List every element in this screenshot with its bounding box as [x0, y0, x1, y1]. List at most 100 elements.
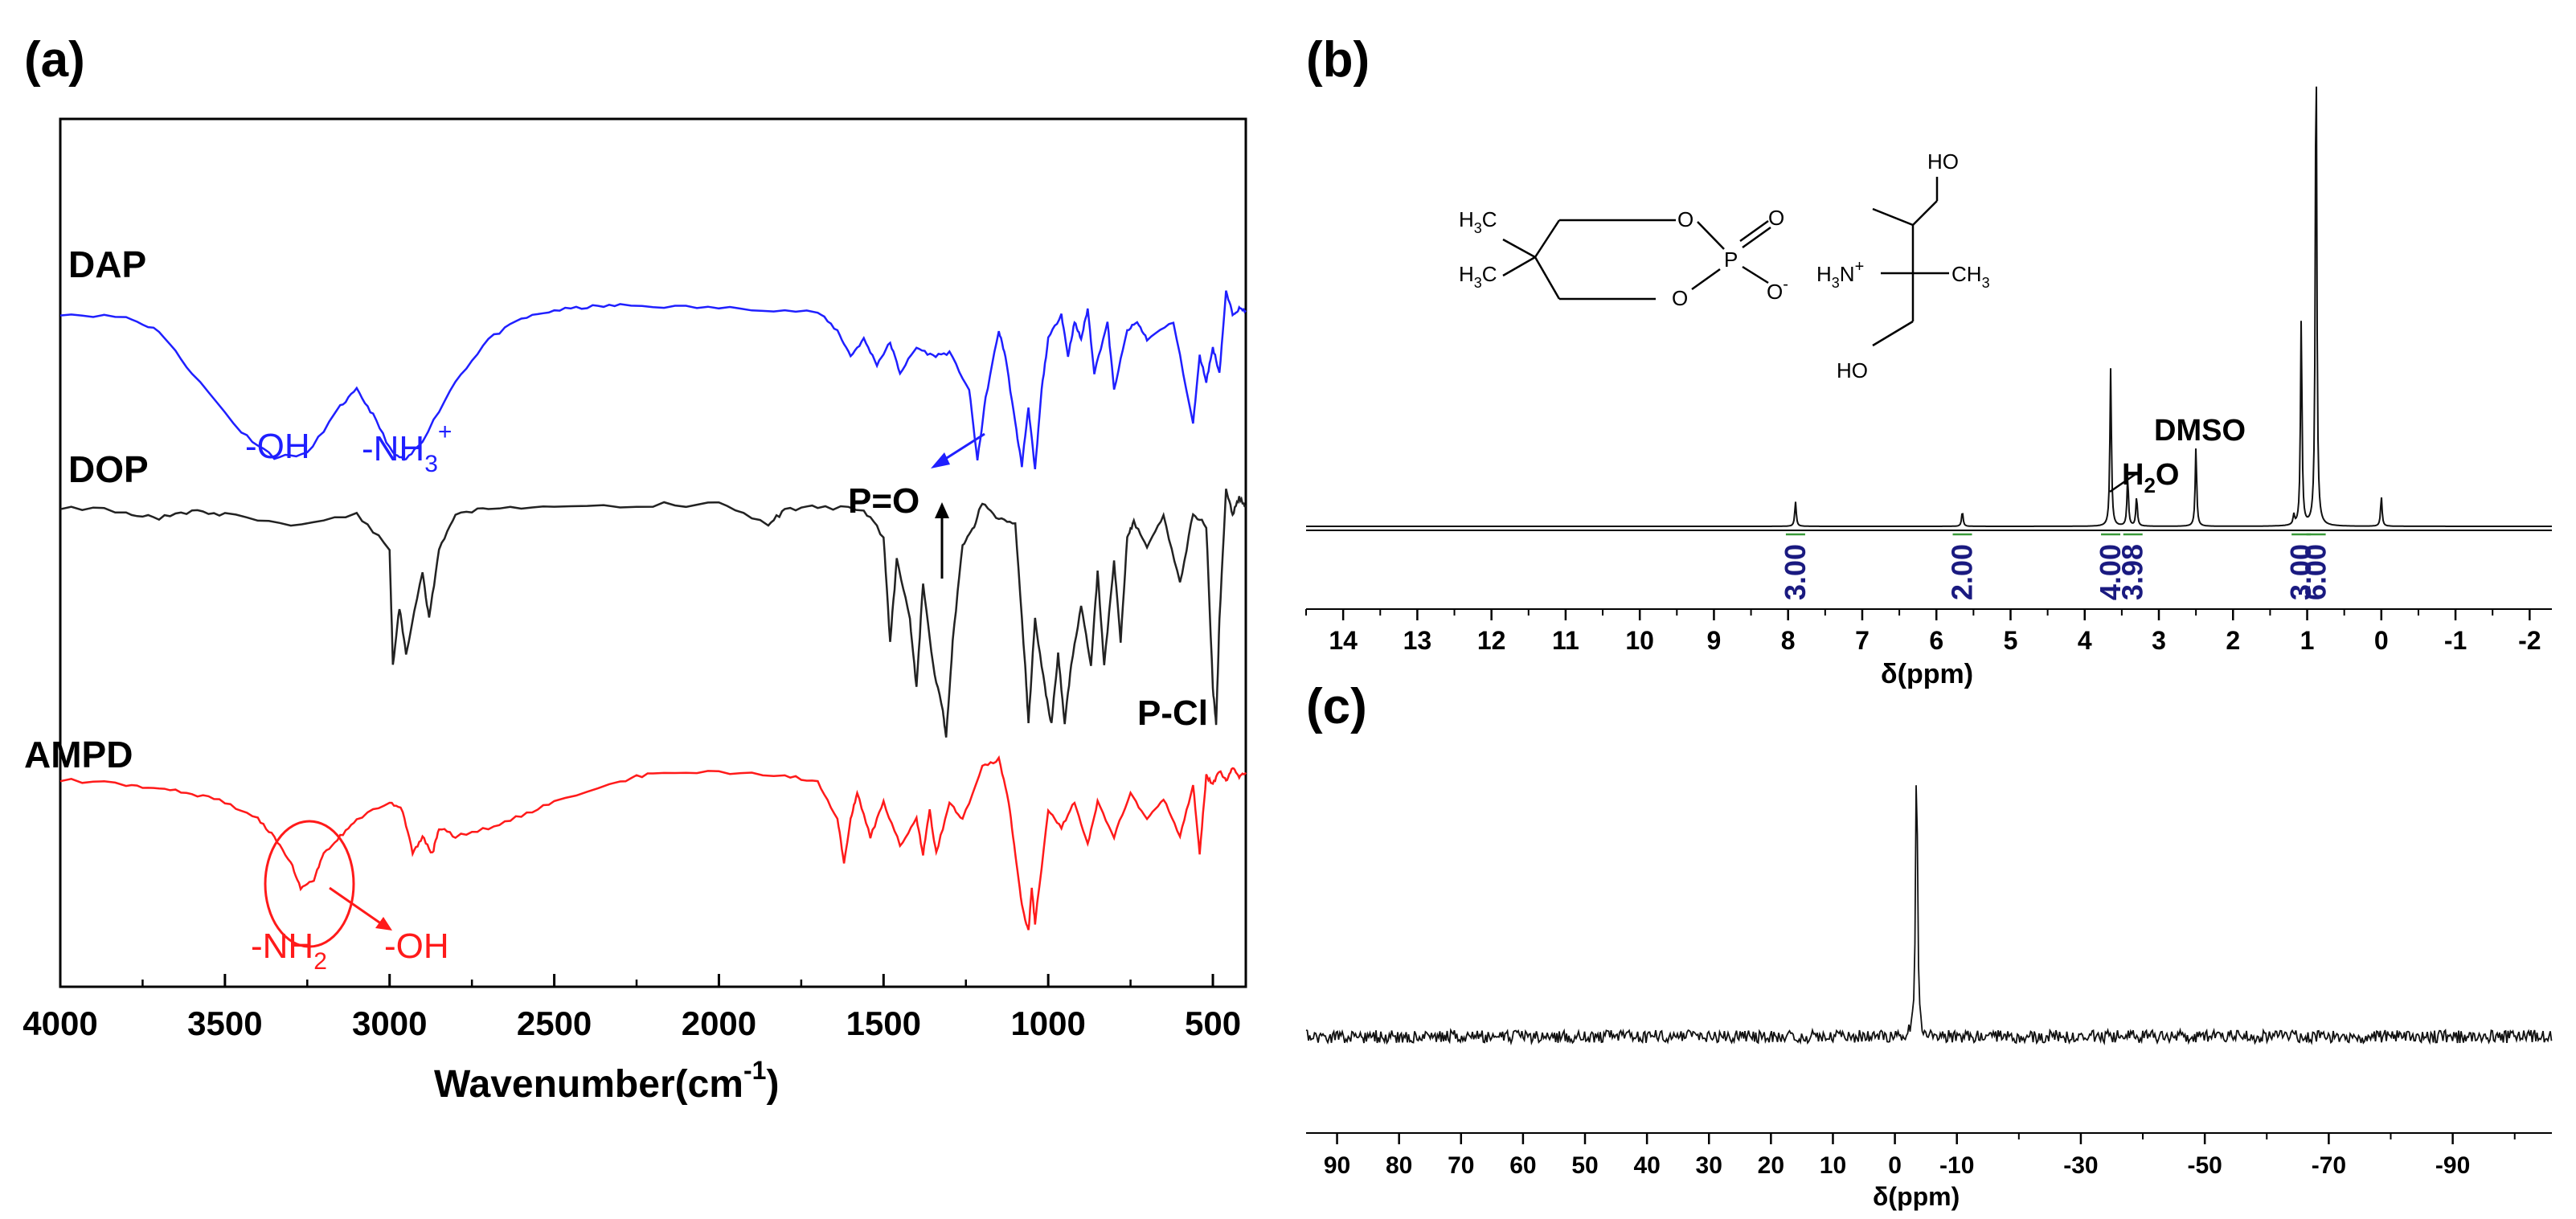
ftir-series-ampd: [59, 755, 1247, 931]
h-nmr-x-axis-label: δ(ppm): [1881, 659, 1973, 689]
bond: [1872, 207, 1914, 227]
p-nmr-x-tick-label: 0: [1888, 1152, 1902, 1179]
p-nmr-x-tick-label: -90: [2435, 1152, 2470, 1179]
p-nmr-x-tick-label: 90: [1324, 1152, 1350, 1179]
annot-p-o: P=O: [848, 481, 919, 521]
ftir-x-tick-label: 2500: [517, 1004, 592, 1042]
ftir-series-dop: [59, 489, 1247, 738]
bond: [1534, 219, 1561, 258]
p-nmr-x-tick-label: 70: [1448, 1152, 1474, 1179]
integral-value: 3.00: [1779, 544, 1812, 600]
h-nmr-x-tick-label: 13: [1403, 626, 1432, 655]
atom-ho-bottom: HO: [1837, 358, 1868, 382]
annot-ampd-oh: -OH: [384, 927, 449, 966]
p-nmr-x-tick-label: -50: [2187, 1152, 2222, 1179]
arrow-head-ampd: [375, 917, 392, 931]
annot-h2o: H2O: [2122, 458, 2179, 497]
ftir-x-tick-label: 3500: [187, 1004, 262, 1042]
atom-h3n: H3N+: [1816, 258, 1864, 291]
integral-value: 4.00: [2094, 544, 2127, 600]
annot-ampd-nh2: -NH2: [251, 927, 327, 975]
bond: [1739, 219, 1769, 243]
chemical-structure: [1502, 177, 1949, 347]
integral-value: 6.00: [2300, 544, 2332, 600]
ftir-series-group: [59, 290, 1247, 931]
atom-o-double: O: [1768, 206, 1784, 230]
h-nmr-x-tick-label: -1: [2444, 626, 2467, 655]
p-nmr-x-tick-label: 30: [1696, 1152, 1722, 1179]
h-nmr-x-tick-label: -2: [2518, 626, 2541, 655]
h-nmr-integrals: 3.00 2.00 4.003.98 3.006.00: [1779, 533, 2332, 600]
atom-o-ring-top: O: [1677, 207, 1693, 231]
p-nmr-x-tick-label: 20: [1758, 1152, 1784, 1179]
bond: [1502, 256, 1536, 277]
ampd-nh2-circle: [264, 820, 355, 948]
h-nmr-x-tick-label: 10: [1625, 626, 1654, 655]
p-nmr-x-axis: 90 80 70 60 50 40 30 20 10 0 -10 -30 -50 -70 -90: [1324, 1133, 2516, 1179]
annot-dap-nh3: -NH3+: [362, 419, 452, 477]
atom-h3c-top: H3C: [1459, 207, 1497, 236]
ftir-x-tick-label: 500: [1185, 1004, 1241, 1042]
p-nmr-x-tick-label: 10: [1820, 1152, 1846, 1179]
annot-p-cl: P-Cl: [1137, 693, 1208, 733]
atom-o-minus: O-: [1767, 276, 1788, 304]
h-nmr-x-tick-label: 14: [1329, 626, 1358, 655]
arrow-h2o: [2109, 471, 2139, 493]
bond: [1691, 268, 1721, 291]
bond: [1912, 200, 1938, 226]
p-nmr-x-tick-label: 60: [1509, 1152, 1536, 1179]
h-nmr-x-tick-label: 5: [2004, 626, 2018, 655]
ftir-series-dap: [59, 290, 1247, 470]
bond: [1742, 265, 1769, 284]
p-nmr-x-tick-label: 80: [1386, 1152, 1412, 1179]
integral-value: 3.98: [2116, 544, 2149, 600]
bond: [1872, 320, 1914, 347]
h-nmr-x-tick-label: 12: [1477, 626, 1506, 655]
p-nmr-spectrum: [1305, 785, 2553, 1046]
h-nmr-x-tick-label: 4: [2078, 626, 2092, 655]
ftir-x-tick-label: 2000: [682, 1004, 756, 1042]
atom-ch3: CH3: [1951, 262, 1990, 291]
p-nmr-x-axis-label: δ(ppm): [1873, 1182, 1960, 1211]
p-nmr-x-tick-label: -10: [1939, 1152, 1974, 1179]
annot-dap-oh: -OH: [245, 427, 310, 466]
p-nmr-trace: [1305, 785, 2553, 1046]
arrow-ampd: [329, 886, 383, 926]
annot-dmso: DMSO: [2154, 414, 2246, 448]
label-ampd: AMPD: [24, 734, 133, 775]
panel-label-c: (c): [1306, 679, 1367, 734]
bond: [1502, 238, 1536, 259]
ftir-x-axis: 4000 3500 3000 2500 2000 1500 1000 500: [23, 974, 1241, 1042]
ftir-x-tick-label: 4000: [23, 1004, 97, 1042]
ftir-chart: 4000 3500 3000 2500 2000 1500 1000 500 DAP DOP …: [23, 117, 1247, 1106]
p-nmr-chart: 90 80 70 60 50 40 30 20 10 0 -10 -30 -50 -70 -90 δ(ppm…: [1305, 785, 2553, 1211]
bond: [1697, 221, 1725, 250]
p-nmr-x-tick-label: -30: [2063, 1152, 2098, 1179]
p-nmr-x-tick-label: -70: [2312, 1152, 2346, 1179]
structure-atoms: H3C H3C O O P O O- HO H3N+ CH3 HO: [1459, 149, 1990, 382]
h-nmr-x-tick-label: 3: [2152, 626, 2166, 655]
h-nmr-x-tick-label: 6: [1929, 626, 1943, 655]
bond: [1534, 256, 1561, 300]
p-nmr-x-tick-label: 40: [1633, 1152, 1660, 1179]
h-nmr-x-tick-label: 11: [1552, 626, 1579, 655]
h-nmr-x-tick-label: 2: [2226, 626, 2240, 655]
integral-value: 2.00: [1946, 544, 1979, 600]
h-nmr-x-tick-label: 0: [2374, 626, 2389, 655]
integral-value: 3.00: [2284, 544, 2317, 600]
h-nmr-x-axis: 14 13 12 11 10 9 8 7 6 5 4 3 2 1 0 -1 -2: [1305, 609, 2541, 655]
ftir-x-tick-label: 3000: [352, 1004, 427, 1042]
h-nmr-trace: [1306, 86, 2552, 527]
panel-label-a: (a): [24, 32, 85, 88]
h-nmr-x-tick-label: 7: [1855, 626, 1870, 655]
ftir-x-tick-label: 1000: [1010, 1004, 1085, 1042]
label-dop: DOP: [68, 448, 149, 490]
h-nmr-chart: 14 13 12 11 10 9 8 7 6 5 4 3 2 1 0 -1 -2 3.00 2.00 4.003.9…: [1305, 86, 2552, 689]
h-nmr-x-tick-label: 8: [1781, 626, 1796, 655]
arrow-head-dop-po: [935, 502, 949, 518]
panel-label-b: (b): [1306, 32, 1370, 88]
ftir-x-tick-label: 1500: [846, 1004, 921, 1042]
ftir-x-axis-label: Wavenumber(cm-1): [434, 1056, 779, 1106]
atom-o-ring-bottom: O: [1672, 286, 1688, 310]
